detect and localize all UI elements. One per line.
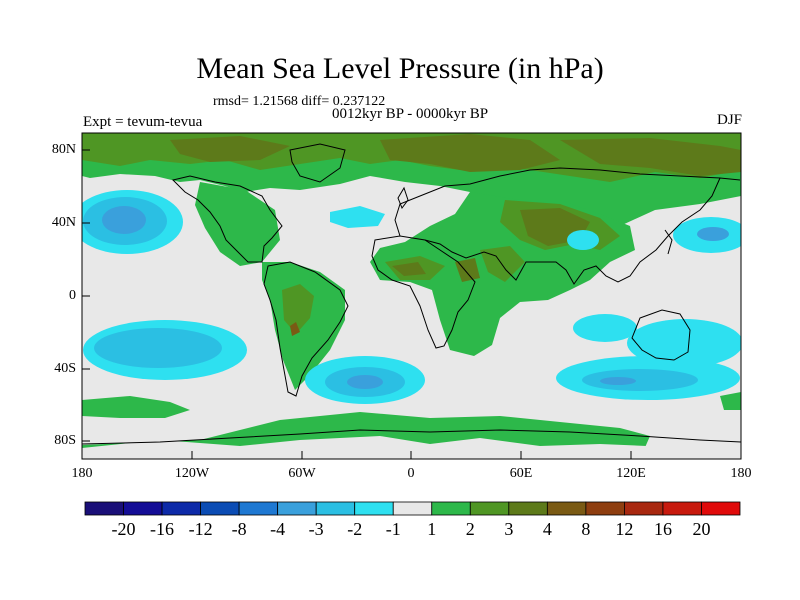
colorbar-swatch — [84, 501, 124, 516]
coast-uk — [397, 186, 409, 210]
samerica-dark — [282, 284, 314, 334]
natlantic-blue — [697, 227, 729, 241]
colorbar-swatch — [354, 501, 394, 516]
colorbar-swatch — [431, 501, 471, 516]
southern-band-positive — [82, 396, 190, 418]
colorbar-label: -4 — [270, 519, 286, 539]
colorbar-swatch — [546, 501, 587, 516]
lon-label-60e: 60E — [509, 466, 533, 481]
s-indian-mid — [582, 369, 698, 391]
lon-label-180e: 180 — [730, 466, 752, 481]
india-dark — [480, 246, 525, 282]
lat-label-0: 0 — [69, 288, 76, 303]
stats-label: rmsd= 1.21568 diff= 0.237122 — [213, 94, 386, 109]
himalaya-cyan — [567, 230, 599, 250]
satlantic-low-core — [347, 375, 383, 389]
colorbar-label: -2 — [347, 519, 363, 539]
colorbar-label: 3 — [504, 519, 514, 539]
colorbar-label: -8 — [231, 519, 247, 539]
coastlines — [82, 143, 741, 445]
map-field — [82, 133, 741, 459]
colorbar-swatch — [200, 501, 240, 516]
namerica-positive — [195, 182, 280, 266]
spacific-low-mid — [94, 328, 222, 368]
colorbar-label: 1 — [427, 519, 437, 539]
coast-greenland — [289, 143, 346, 183]
lon-label-120w: 120W — [174, 466, 210, 481]
colorbar — [84, 501, 741, 516]
colorbar-swatch — [238, 501, 279, 516]
coast-antarctica — [82, 429, 741, 445]
colorbar-label: 12 — [615, 519, 634, 539]
colorbar-swatch — [701, 501, 741, 516]
colorbar-label: 8 — [581, 519, 591, 539]
colorbar-swatch — [392, 501, 433, 516]
npacific-low-core — [102, 206, 146, 234]
lat-label-80s: 80S — [54, 433, 76, 448]
coast-africa — [371, 235, 476, 349]
lon-label-180w: 180 — [71, 466, 93, 481]
season-label: DJF — [716, 112, 742, 128]
lat-label-40s: 40S — [54, 361, 76, 376]
colorbar-swatch — [315, 501, 356, 516]
coast-south-america — [263, 261, 349, 397]
colorbar-label: -20 — [111, 519, 136, 539]
coast-australia — [631, 309, 691, 361]
experiment-label: Expt = tevum-tevua — [83, 114, 203, 130]
colorbar-label: 16 — [653, 519, 672, 539]
colorbar-swatch — [585, 501, 625, 516]
africa-olive-1 — [392, 262, 426, 276]
tasman-cyan — [627, 319, 741, 367]
south-right-positive — [720, 392, 741, 410]
colorbar-swatch — [161, 501, 201, 516]
colorbar-swatch — [469, 501, 510, 516]
colorbar-swatch — [662, 501, 702, 516]
colorbar-swatch — [624, 501, 664, 516]
colorbar-swatch — [123, 501, 163, 516]
lat-label-40n: 40N — [51, 215, 76, 230]
antarctic-neutral-gap — [82, 436, 741, 459]
coast-japan — [664, 229, 673, 255]
colorbar-label: -1 — [385, 519, 401, 539]
lon-label-120e: 120E — [616, 466, 646, 481]
lat-label-80n: 80N — [51, 142, 76, 157]
arctic-olive-patch-1 — [380, 134, 560, 172]
period-label: 0012kyr BP - 0000kyr BP — [331, 106, 489, 122]
colorbar-swatch — [508, 501, 548, 516]
coast-eurasia — [394, 167, 741, 285]
arctic-olive-patch-2 — [560, 138, 741, 176]
s-indian-core — [600, 377, 636, 385]
lon-label-0: 0 — [407, 466, 415, 481]
lon-label-60w: 60W — [288, 466, 316, 481]
colorbar-label: -16 — [150, 519, 175, 539]
colorbar-label: -3 — [308, 519, 324, 539]
indian-ocean-cyan — [573, 314, 637, 342]
colorbar-label: 20 — [692, 519, 711, 539]
colorbar-label: 4 — [542, 519, 552, 539]
atlantic-cyan-north — [330, 206, 385, 228]
samerica-brown — [290, 322, 300, 336]
arctic-olive-patch-3 — [170, 136, 290, 162]
colorbar-label: -12 — [188, 519, 213, 539]
colorbar-label: 2 — [465, 519, 475, 539]
coast-north-america — [172, 175, 283, 263]
axis-ticks — [82, 149, 632, 459]
map-title: Mean Sea Level Pressure (in hPa) — [196, 52, 604, 85]
africa-olive-2 — [455, 258, 480, 282]
colorbar-swatch — [277, 501, 317, 516]
